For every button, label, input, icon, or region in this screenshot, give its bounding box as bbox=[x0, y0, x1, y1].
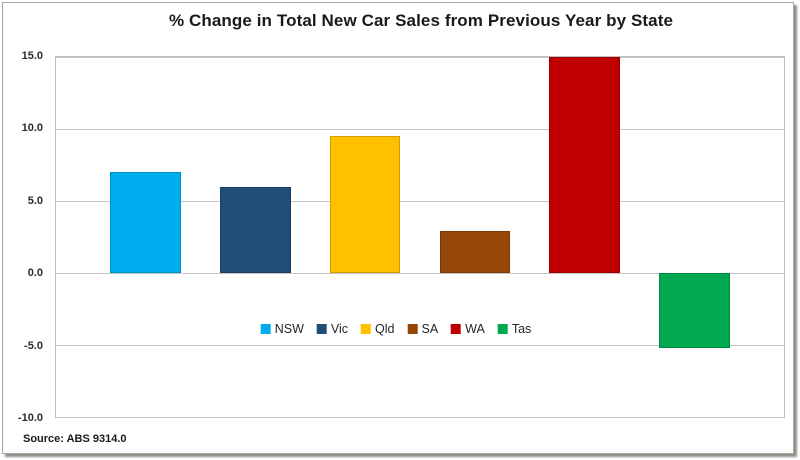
chart-title: % Change in Total New Car Sales from Pre… bbox=[168, 11, 674, 30]
legend-swatch-icon bbox=[497, 323, 508, 334]
gridline bbox=[56, 417, 784, 418]
y-tick-label: 15.0 bbox=[21, 50, 43, 62]
legend-item-nsw: NSW bbox=[260, 321, 304, 336]
bar-qld bbox=[329, 136, 401, 273]
bar-nsw bbox=[110, 172, 182, 273]
y-tick-label: 10.0 bbox=[21, 122, 43, 135]
bar-tas bbox=[658, 273, 730, 348]
y-tick-label: -10.0 bbox=[17, 412, 43, 424]
y-tick-label: -5.0 bbox=[24, 339, 43, 352]
gridline bbox=[56, 129, 784, 130]
legend-label: Vic bbox=[330, 321, 349, 336]
gridline bbox=[56, 57, 784, 58]
legend-swatch-icon bbox=[407, 323, 418, 334]
gridline bbox=[56, 201, 784, 202]
legend-label: SA bbox=[421, 321, 439, 336]
legend-item-qld: Qld bbox=[361, 322, 394, 336]
legend: NSW Vic Qld SA WA Tas bbox=[260, 321, 532, 336]
legend-swatch-icon bbox=[361, 323, 372, 334]
legend-item-vic: Vic bbox=[316, 321, 349, 336]
legend-label: Qld bbox=[375, 321, 395, 336]
legend-label: Tas bbox=[511, 321, 532, 336]
legend-item-wa: WA bbox=[451, 322, 485, 336]
legend-label: WA bbox=[465, 321, 485, 336]
y-tick-label: 5.0 bbox=[27, 194, 43, 207]
source-note: Source: ABS 9314.0 bbox=[23, 433, 127, 445]
gridline bbox=[56, 345, 784, 346]
bar-wa bbox=[549, 57, 620, 273]
y-tick-label: 0.0 bbox=[27, 267, 43, 280]
legend-swatch-icon bbox=[451, 323, 462, 334]
legend-item-sa: SA bbox=[407, 322, 438, 336]
legend-swatch-icon bbox=[316, 323, 327, 334]
plot-area: NSW Vic Qld SA WA Tas bbox=[55, 56, 785, 418]
legend-item-tas: Tas bbox=[497, 321, 532, 336]
chart-figure: % Change in Total New Car Sales from Pre… bbox=[2, 2, 794, 454]
legend-swatch-icon bbox=[260, 323, 271, 334]
bar-sa bbox=[439, 231, 511, 273]
bar-vic bbox=[220, 186, 291, 273]
gridline bbox=[56, 273, 784, 274]
legend-label: NSW bbox=[274, 321, 304, 336]
y-axis: 15.0 10.0 5.0 0.0 -5.0 -10.0 bbox=[3, 50, 49, 424]
